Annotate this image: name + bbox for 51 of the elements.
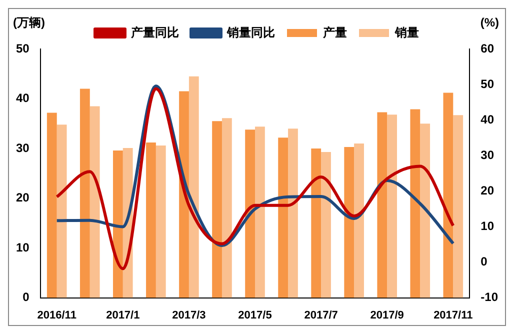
bar: [443, 92, 454, 298]
y-tick-label: 50: [16, 41, 30, 56]
y-tick-label: 30: [16, 140, 30, 155]
x-tick-label: 2017/1: [106, 309, 140, 322]
y-tick-label: 10: [16, 240, 30, 254]
y-tick-label: 20: [16, 190, 30, 205]
bar: [321, 152, 331, 298]
y2-tick-label: 50: [480, 76, 494, 91]
x-tick-label: 2017/5: [238, 309, 272, 322]
bar: [354, 144, 364, 298]
legend-label: 产量: [322, 25, 347, 40]
bar: [188, 76, 199, 298]
y2-tick-label: 60: [480, 41, 494, 56]
x-tick-label: 2016/11: [37, 309, 76, 322]
y2-tick-label: 10: [480, 219, 494, 234]
bar: [156, 146, 166, 298]
y-tick-label: 0: [22, 290, 30, 304]
y2-tick-label: 30: [480, 148, 494, 162]
legend-label: 销量: [394, 25, 419, 40]
bar: [453, 115, 464, 298]
bar: [113, 150, 123, 298]
bar: [288, 128, 298, 298]
bar: [46, 112, 57, 298]
bar: [245, 130, 255, 298]
bar: [222, 118, 232, 298]
x-tick-label: 2017/7: [304, 309, 338, 322]
y-axis-title: (万辆): [13, 15, 45, 30]
legend-label: 产量同比: [130, 25, 179, 40]
bar: [56, 124, 67, 298]
x-tick-label: 2017/9: [370, 309, 404, 322]
bar: [212, 121, 222, 298]
y-tick-label: 40: [16, 91, 30, 106]
bar: [377, 112, 388, 298]
x-tick-label: 2017/11: [434, 309, 473, 322]
bar: [387, 114, 398, 298]
bar: [344, 147, 354, 298]
legend-label: 销量同比: [226, 25, 275, 40]
x-tick-label: 2017/3: [172, 309, 206, 322]
y2-axis-title: (%): [480, 15, 499, 30]
bar: [420, 124, 430, 298]
bar: [146, 142, 156, 298]
y2-tick-label: 40: [480, 112, 494, 126]
bar: [410, 109, 420, 298]
bar: [311, 148, 322, 298]
bar: [255, 126, 265, 298]
bar: [80, 88, 90, 298]
bar: [90, 106, 100, 298]
y2-tick-label: 20: [480, 183, 494, 198]
y2-tick-label: -10: [480, 290, 498, 304]
bar: [278, 138, 288, 298]
y2-tick-label: 0: [480, 254, 488, 269]
